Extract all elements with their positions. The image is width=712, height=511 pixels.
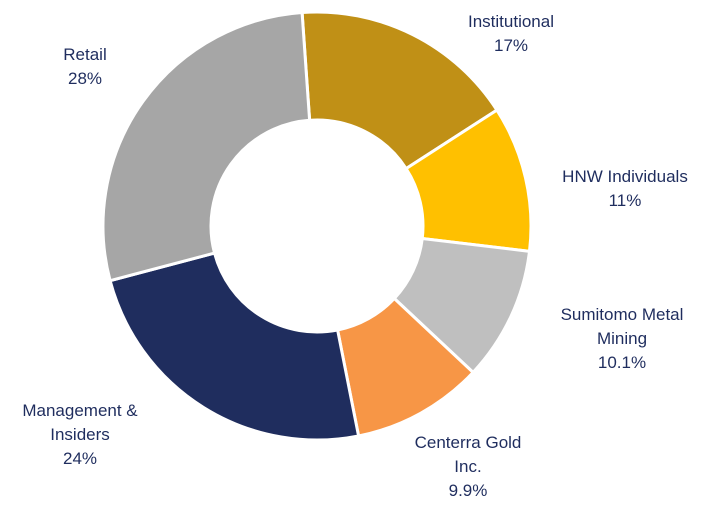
value-label: 28% [67,69,103,88]
category-label: Sumitomo Metal Mining [560,305,684,348]
value-label: 24% [62,449,98,468]
value-label: 17% [493,36,529,55]
data-label: Sumitomo Metal Mining 10.1% [547,303,697,375]
donut-slice [101,10,312,283]
data-label: Management & Insiders 24% [10,399,150,471]
category-label: Management & Insiders [22,401,138,444]
category-label: Centerra Gold Inc. [414,433,522,476]
data-label: Institutional 17% [431,10,591,58]
data-label: Retail 28% [35,43,135,91]
donut-slice [300,10,499,171]
category-label: HNW Individuals [562,167,688,186]
data-label: HNW Individuals 11% [535,165,712,213]
category-label: Retail [63,45,107,64]
data-label: Centerra Gold Inc. 9.9% [408,431,528,503]
donut-slice [108,251,361,442]
value-label: 11% [608,191,642,210]
value-label: 10.1% [597,353,647,372]
category-label: Institutional [468,12,554,31]
value-label: 9.9% [448,481,488,500]
